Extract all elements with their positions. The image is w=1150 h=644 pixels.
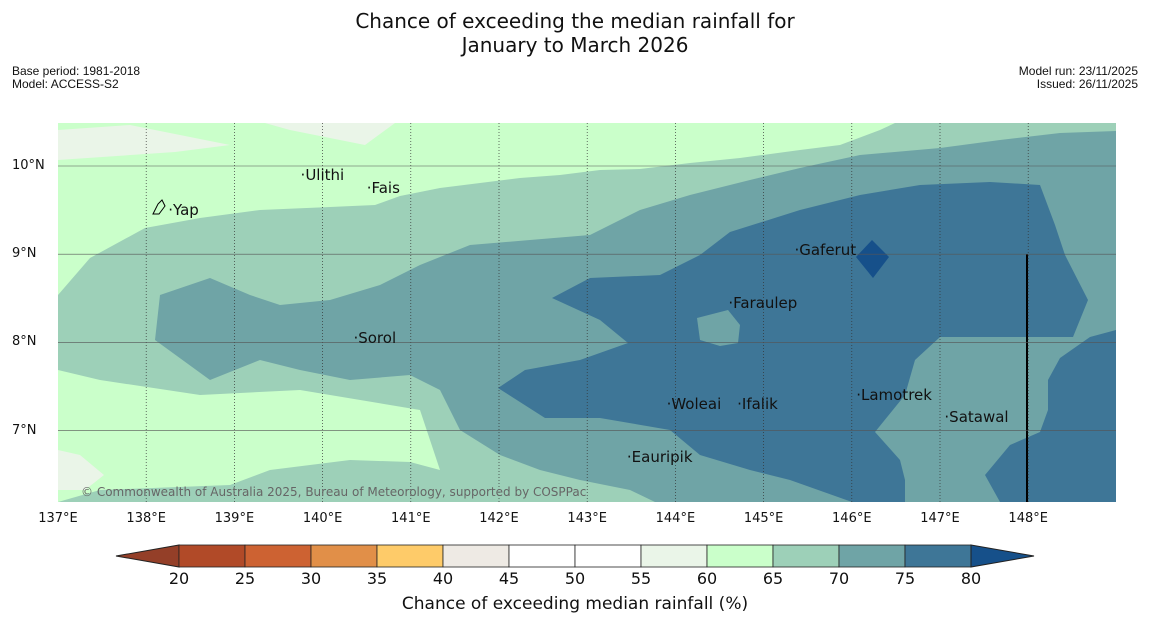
y-tick-label: 7°N bbox=[12, 422, 37, 438]
place-label: ·Woleai bbox=[666, 395, 722, 414]
colorbar-tick-label: 50 bbox=[564, 569, 586, 588]
x-tick-label: 147°E bbox=[920, 511, 960, 526]
issued-text: Issued: 26/11/2025 bbox=[1036, 77, 1138, 91]
contour-75-80 bbox=[498, 182, 1088, 502]
colorbar-tick-label: 60 bbox=[696, 569, 718, 588]
colorbar-tick-label: 55 bbox=[630, 569, 652, 588]
place-label: ·Ulithi bbox=[300, 165, 345, 184]
place-label: ·Sorol bbox=[353, 328, 397, 347]
place-label: ·Satawal bbox=[944, 408, 1009, 427]
x-tick-label: 138°E bbox=[126, 511, 166, 526]
x-tick-label: 148°E bbox=[1008, 511, 1048, 526]
x-tick-label: 146°E bbox=[832, 511, 872, 526]
colorbar-tick-label: 25 bbox=[234, 569, 256, 588]
contour-55-60 bbox=[265, 123, 395, 145]
colorbar-tick-label: 35 bbox=[366, 569, 388, 588]
contour-55-60 bbox=[58, 450, 104, 490]
colorbar-tick-label: 45 bbox=[498, 569, 520, 588]
colorbar-tick-label: 75 bbox=[894, 569, 916, 588]
colorbar-tick-label: 30 bbox=[300, 569, 322, 588]
place-label: ·Lamotrek bbox=[856, 386, 932, 405]
chart-title-line1: Chance of exceeding the median rainfall … bbox=[355, 9, 795, 33]
colorbar-tick-label: 65 bbox=[762, 569, 784, 588]
model-text: Model: ACCESS-S2 bbox=[12, 77, 119, 91]
x-tick-label: 143°E bbox=[567, 511, 607, 526]
x-tick-label: 137°E bbox=[38, 511, 78, 526]
contour-70-75 bbox=[697, 310, 740, 346]
place-label: ·Eauripik bbox=[626, 448, 693, 467]
y-tick-label: 10°N bbox=[12, 158, 45, 173]
credit-text: © Commonwealth of Australia 2025, Bureau… bbox=[81, 485, 587, 499]
contour-80-plus bbox=[856, 240, 889, 278]
colorbar-tick-label: 40 bbox=[432, 569, 454, 588]
meta-left: Base period: 1981-2018 Model: ACCESS-S2 bbox=[12, 65, 140, 91]
place-label: ·Faraulep bbox=[728, 293, 798, 312]
model-run-text: Model run: 23/11/2025 bbox=[1018, 64, 1138, 78]
contour-75-80 bbox=[985, 330, 1116, 502]
meta-right: Model run: 23/11/2025 Issued: 26/11/2025 bbox=[1019, 65, 1138, 91]
graticule bbox=[58, 123, 1116, 502]
place-label: ·Gaferut bbox=[794, 240, 857, 259]
x-tick-label: 140°E bbox=[302, 511, 343, 526]
x-tick-label: 139°E bbox=[214, 511, 255, 526]
yap-island-outline bbox=[152, 199, 166, 215]
place-label: ·Yap bbox=[168, 201, 199, 220]
y-tick-label: 9°N bbox=[12, 246, 37, 262]
x-tick-label: 145°E bbox=[743, 511, 784, 526]
contour-55-60 bbox=[58, 125, 230, 160]
base-period-text: Base period: 1981-2018 bbox=[12, 64, 141, 78]
place-label: ·Ifalik bbox=[737, 395, 778, 414]
place-label: ·Fais bbox=[366, 179, 400, 198]
y-tick-label: 8°N bbox=[12, 334, 37, 350]
x-tick-label: 144°E bbox=[655, 511, 696, 526]
colorbar-tick-label: 80 bbox=[960, 569, 982, 588]
chart-title-line2: January to March 2026 bbox=[461, 33, 689, 57]
colorbar-tick-label: 70 bbox=[828, 569, 850, 588]
colorbar-title: Chance of exceeding median rainfall (%) bbox=[401, 594, 749, 614]
colorbar-tick-label: 20 bbox=[168, 569, 190, 588]
x-tick-label: 141°E bbox=[391, 511, 431, 526]
x-tick-label: 142°E bbox=[479, 511, 519, 526]
chart-title: Chance of exceeding the median rainfall … bbox=[0, 9, 1150, 57]
